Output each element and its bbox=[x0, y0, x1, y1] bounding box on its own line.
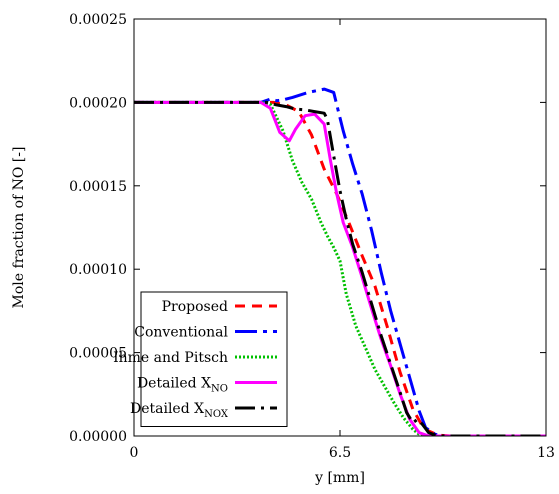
x-tick-label: 13 bbox=[537, 445, 555, 461]
legend-label-main: Proposed bbox=[162, 299, 228, 315]
y-tick-label: 0.00015 bbox=[69, 179, 127, 195]
series-line-4 bbox=[134, 100, 546, 436]
legend: Proposed Conventional Ihme and Pitsch Detai… bbox=[113, 291, 288, 427]
series-line-5 bbox=[134, 100, 546, 436]
legend-label-main: Ihme and Pitsch bbox=[113, 350, 228, 366]
legend-label-2: Conventional bbox=[134, 325, 228, 341]
y-tick-label: 0.00005 bbox=[69, 346, 127, 362]
x-axis-label: y [mm] bbox=[314, 470, 365, 486]
legend-label-subscript: NO bbox=[211, 384, 228, 395]
y-tick-label: 0.00025 bbox=[69, 12, 127, 28]
series-layer bbox=[134, 87, 546, 436]
y-tick-label: 0.00020 bbox=[69, 95, 127, 111]
series-line-2 bbox=[134, 87, 546, 436]
legend-label-1: Proposed bbox=[162, 299, 228, 315]
legend-label-subscript: NOX bbox=[204, 409, 229, 420]
x-tick-label: 0 bbox=[130, 445, 139, 461]
legend-label-5: Detailed XNOX bbox=[130, 401, 229, 420]
y-axis-label: Mole fraction of NO [-] bbox=[11, 147, 27, 309]
legend-label-main: Detailed X bbox=[130, 401, 204, 417]
y-tick-label: 0.00000 bbox=[69, 429, 127, 445]
legend-label-main: Detailed X bbox=[137, 376, 211, 392]
legend-box bbox=[140, 291, 288, 427]
x-tick-label: 6.5 bbox=[329, 445, 351, 461]
legend-label-4: Detailed XNO bbox=[137, 376, 228, 395]
legend-label-3: Ihme and Pitsch bbox=[113, 350, 228, 366]
legend-label-main: Conventional bbox=[134, 325, 228, 341]
ticks-layer: 0 6.5 13 0.00000 0.00005 0.00010 0.00015 0.0002… bbox=[69, 12, 555, 461]
y-tick-label: 0.00010 bbox=[69, 262, 127, 278]
